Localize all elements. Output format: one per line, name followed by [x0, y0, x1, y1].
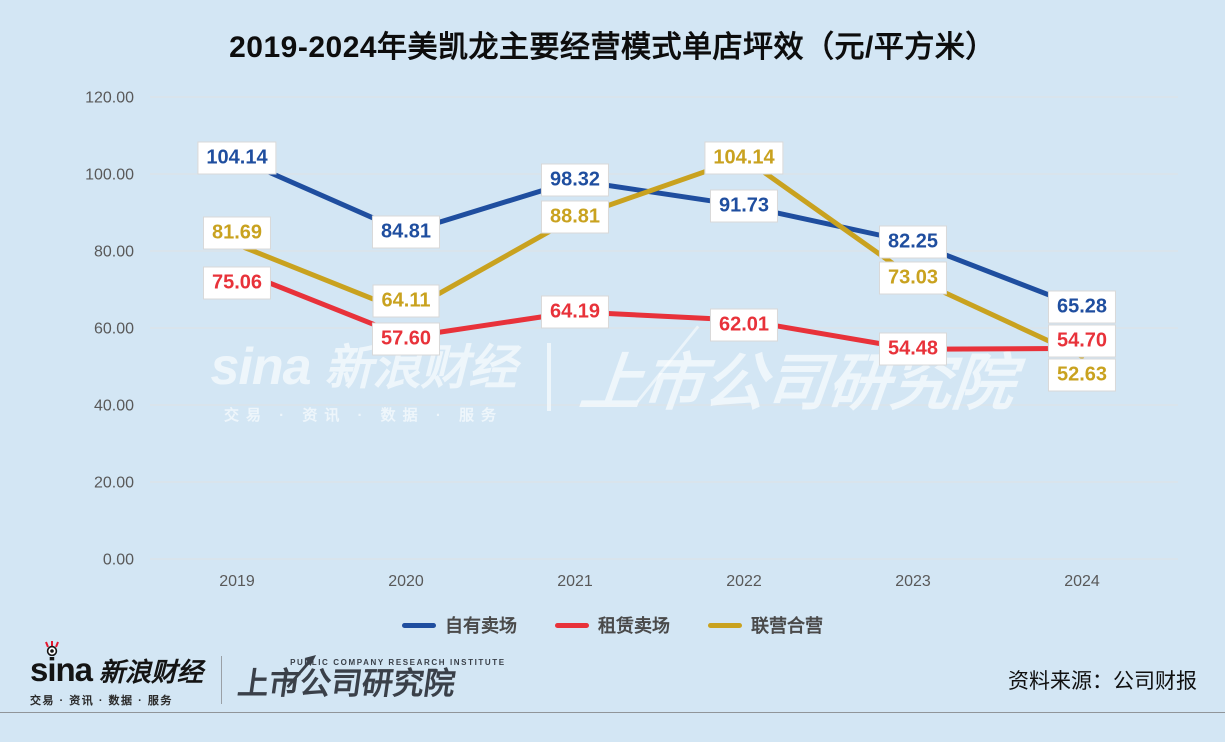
x-axis-tick-label: 2021	[557, 573, 593, 590]
data-label-2-2022: 104.14	[704, 141, 784, 175]
x-axis-tick-label: 2023	[895, 573, 931, 590]
data-label-0-2019: 104.14	[197, 141, 277, 175]
data-label-0-2021: 98.32	[540, 163, 610, 197]
data-label-1-2022: 62.01	[709, 308, 779, 342]
data-label-2-2020: 64.11	[372, 284, 440, 318]
data-label-0-2023: 82.25	[878, 225, 948, 259]
y-axis-tick-label: 20.00	[94, 475, 134, 492]
data-label-1-2021: 64.19	[540, 295, 610, 329]
data-label-0-2024: 65.28	[1047, 290, 1117, 324]
institute-english-name: PUBLIC COMPANY RESEARCH INSTITUTE	[290, 658, 506, 668]
y-axis-tick-label: 80.00	[94, 244, 134, 261]
footer: sina 新浪财经 交易 · 资讯 · 数据 · 服务 PUBLIC COMPA…	[30, 641, 1197, 708]
data-label-1-2019: 75.06	[202, 266, 272, 300]
data-label-2-2019: 81.69	[202, 216, 272, 250]
axes-gridlines: 0.00 20.00 40.00 60.00 80.00 100.00 120.00 2019…	[85, 90, 1178, 590]
data-label-0-2020: 84.81	[371, 215, 441, 249]
data-label-1-2024: 54.70	[1047, 324, 1117, 358]
data-source-text: 资料来源：公司财报	[1008, 670, 1197, 693]
footer-institute-logo-block: PUBLIC COMPANY RESEARCH INSTITUTE 上市公司研究…	[236, 655, 508, 701]
x-axis-tick-label: 2020	[388, 573, 424, 590]
chart-title: 2019-2024年美凯龙主要经营模式单店坪效（元/平方米）	[229, 31, 996, 64]
x-axis-tick-label: 2024	[1064, 573, 1100, 590]
legend-label-leased-stores: 租赁卖场	[598, 616, 670, 636]
data-labels: 104.14 84.81 98.32 91.73 82.25 65.28 75.06 57.6…	[197, 141, 1117, 392]
y-axis-tick-label: 0.00	[103, 552, 134, 569]
legend-swatch-joint-venture	[708, 622, 742, 628]
data-label-2-2024: 52.63	[1047, 358, 1117, 392]
y-axis-tick-label: 60.00	[94, 321, 134, 338]
legend: 自有卖场 租赁卖场 联营合营	[0, 612, 1225, 638]
footer-rule	[0, 712, 1225, 713]
legend-label-joint-venture: 联营合营	[751, 616, 823, 636]
legend-item-joint-venture: 联营合营	[708, 612, 823, 638]
footer-sina-logo-block: sina 新浪财经 交易 · 资讯 · 数据 · 服务	[30, 641, 204, 708]
data-label-0-2022: 91.73	[709, 189, 779, 223]
data-label-2-2021: 88.81	[540, 200, 610, 234]
sina-finance-text: 新浪财经	[99, 657, 204, 687]
institute-chinese-name: 上市公司研究院	[236, 655, 508, 701]
x-axis-tick-label: 2022	[726, 573, 762, 590]
sina-logo: sina	[30, 641, 93, 686]
sina-tagline: 交易 · 资讯 · 数据 · 服务	[30, 695, 173, 707]
y-axis-tick-label: 100.00	[85, 167, 134, 184]
data-label-1-2020: 57.60	[371, 322, 441, 356]
data-label-2-2023: 73.03	[878, 261, 948, 295]
x-axis-tick-label: 2019	[219, 573, 255, 590]
footer-divider	[221, 656, 223, 704]
legend-item-own-stores: 自有卖场	[402, 612, 517, 638]
legend-swatch-own-stores	[402, 622, 436, 628]
data-label-1-2023: 54.48	[878, 332, 948, 366]
sina-eye-icon	[45, 641, 59, 656]
legend-swatch-leased-stores	[555, 622, 589, 628]
legend-item-leased-stores: 租赁卖场	[555, 612, 670, 638]
institute-arrow-icon	[286, 655, 317, 689]
y-axis-tick-label: 40.00	[94, 398, 134, 415]
y-axis-tick-label: 120.00	[85, 90, 134, 107]
legend-label-own-stores: 自有卖场	[445, 616, 517, 636]
